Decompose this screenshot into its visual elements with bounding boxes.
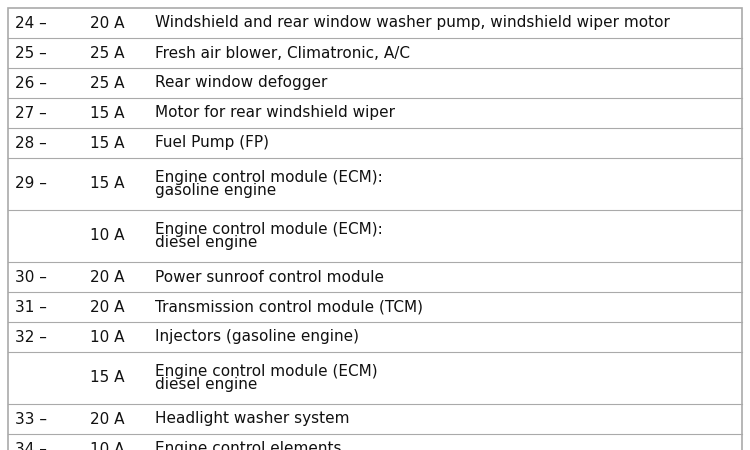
- Text: 31 –: 31 –: [15, 300, 46, 315]
- Text: 15 A: 15 A: [90, 105, 124, 121]
- Text: 10 A: 10 A: [90, 441, 124, 450]
- Text: Windshield and rear window washer pump, windshield wiper motor: Windshield and rear window washer pump, …: [155, 15, 670, 31]
- Text: 29 –: 29 –: [15, 176, 46, 192]
- Text: Rear window defogger: Rear window defogger: [155, 76, 327, 90]
- Text: Fresh air blower, Climatronic, A/C: Fresh air blower, Climatronic, A/C: [155, 45, 410, 60]
- Text: Power sunroof control module: Power sunroof control module: [155, 270, 384, 284]
- Text: 25 –: 25 –: [15, 45, 46, 60]
- Text: 28 –: 28 –: [15, 135, 46, 150]
- Text: 15 A: 15 A: [90, 176, 124, 192]
- Text: 34 –: 34 –: [15, 441, 46, 450]
- Text: 15 A: 15 A: [90, 370, 124, 386]
- Text: 10 A: 10 A: [90, 329, 124, 345]
- Text: 20 A: 20 A: [90, 270, 124, 284]
- Text: 24 –: 24 –: [15, 15, 46, 31]
- Text: diesel engine: diesel engine: [155, 235, 257, 250]
- Text: Fuel Pump (FP): Fuel Pump (FP): [155, 135, 269, 150]
- Text: Injectors (gasoline engine): Injectors (gasoline engine): [155, 329, 359, 345]
- Text: Engine control elements: Engine control elements: [155, 441, 341, 450]
- Text: Transmission control module (TCM): Transmission control module (TCM): [155, 300, 423, 315]
- Text: diesel engine: diesel engine: [155, 377, 257, 392]
- Text: Engine control module (ECM): Engine control module (ECM): [155, 364, 377, 379]
- Text: Engine control module (ECM):: Engine control module (ECM):: [155, 222, 382, 237]
- Text: 32 –: 32 –: [15, 329, 46, 345]
- Text: Engine control module (ECM):: Engine control module (ECM):: [155, 170, 382, 185]
- Text: 30 –: 30 –: [15, 270, 46, 284]
- Text: Headlight washer system: Headlight washer system: [155, 411, 350, 427]
- Text: 26 –: 26 –: [15, 76, 46, 90]
- Text: 25 A: 25 A: [90, 45, 124, 60]
- Text: 20 A: 20 A: [90, 15, 124, 31]
- Text: 25 A: 25 A: [90, 76, 124, 90]
- Text: 15 A: 15 A: [90, 135, 124, 150]
- Text: 27 –: 27 –: [15, 105, 46, 121]
- Text: gasoline engine: gasoline engine: [155, 183, 276, 198]
- Text: 33 –: 33 –: [15, 411, 47, 427]
- Text: Motor for rear windshield wiper: Motor for rear windshield wiper: [155, 105, 395, 121]
- Text: 20 A: 20 A: [90, 300, 124, 315]
- Text: 20 A: 20 A: [90, 411, 124, 427]
- Text: 10 A: 10 A: [90, 229, 124, 243]
